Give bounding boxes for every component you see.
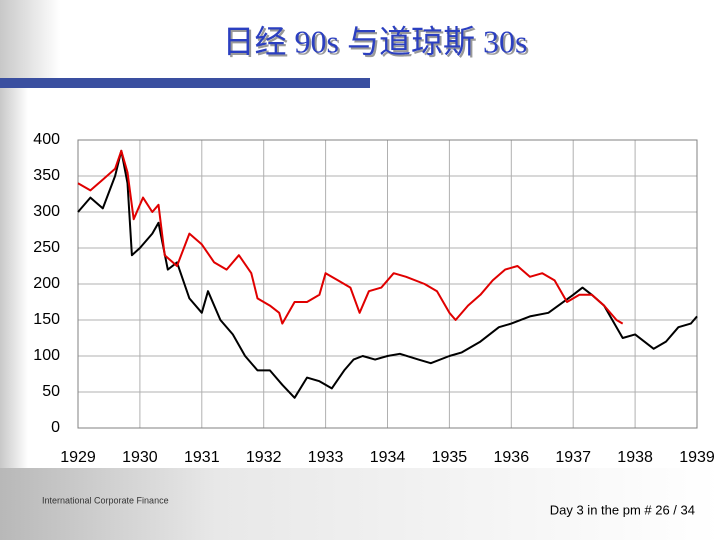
x-tick-label: 1935 <box>432 449 468 466</box>
x-tick-label: 1936 <box>494 449 530 466</box>
y-tick-label: 400 <box>33 131 60 148</box>
footer-right: Day 3 in the pm # 26 / 34 <box>550 502 695 517</box>
y-tick-label: 50 <box>42 383 60 400</box>
y-tick-label: 150 <box>33 311 60 328</box>
footer-band <box>0 468 720 540</box>
chart-title: 日经 90s 与道琼斯 30s <box>223 23 528 59</box>
x-tick-label: 1933 <box>308 449 344 466</box>
y-tick-label: 300 <box>33 203 60 220</box>
footer-left: International Corporate Finance <box>42 495 169 505</box>
x-tick-label: 1931 <box>184 449 220 466</box>
x-tick-label: 1939 <box>679 449 715 466</box>
y-tick-label: 0 <box>51 419 60 436</box>
side-band <box>0 88 28 468</box>
title-bar <box>0 78 370 88</box>
x-tick-label: 1934 <box>370 449 406 466</box>
x-tick-label: 1937 <box>555 449 591 466</box>
y-tick-label: 250 <box>33 239 60 256</box>
x-tick-label: 1930 <box>122 449 158 466</box>
corner-decoration <box>0 0 60 80</box>
x-tick-label: 1929 <box>60 449 96 466</box>
x-tick-label: 1932 <box>246 449 282 466</box>
plot-frame <box>77 139 698 429</box>
x-tick-label: 1938 <box>617 449 653 466</box>
series-line <box>77 149 624 325</box>
title-shadow: 日经 90s 与道琼斯 30s <box>225 25 530 61</box>
y-tick-label: 200 <box>33 275 60 292</box>
y-tick-label: 350 <box>33 167 60 184</box>
y-tick-label: 100 <box>33 347 60 364</box>
